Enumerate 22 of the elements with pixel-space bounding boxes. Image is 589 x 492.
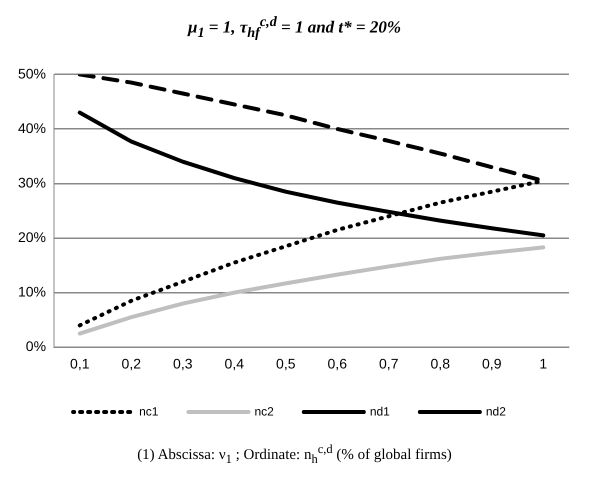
x-tick-label: 0,7 — [379, 355, 399, 372]
y-tick-label: 50% — [18, 65, 46, 82]
x-tick-label: 0,6 — [328, 355, 348, 372]
y-tick-label: 10% — [18, 284, 46, 300]
x-tick-label: 0,8 — [430, 355, 450, 372]
x-tick-label: 1 — [539, 355, 548, 372]
x-tick-label: 0,1 — [70, 355, 90, 372]
y-tick-label: 0% — [26, 338, 46, 354]
y-tick-label: 20% — [18, 228, 46, 245]
x-tick-label: 0,3 — [173, 355, 193, 372]
x-tick-label: 0,9 — [482, 355, 502, 372]
x-tick-label: 0,4 — [224, 355, 244, 372]
y-tick-label: 30% — [18, 174, 46, 190]
x-tick-label: 0,5 — [276, 355, 296, 372]
x-tick-label: 0,2 — [122, 355, 142, 372]
legend-label: nc1 — [139, 404, 159, 418]
chart-title: μ$_{1}$ = 1, τ$_{hf}$$^{c,d}$ = 1 and t* = 20% — [186, 13, 402, 44]
legend-label: nc2 — [254, 404, 274, 418]
text: (1) Abscissa: ν$_{1}$ ; Ordinate: n$_{h}$$^{c,d}$ (% of global firms) — [136, 442, 453, 467]
legend-label: nd1 — [370, 404, 390, 418]
legend-label: nd2 — [486, 404, 506, 418]
y-tick-label: 40% — [18, 120, 46, 136]
